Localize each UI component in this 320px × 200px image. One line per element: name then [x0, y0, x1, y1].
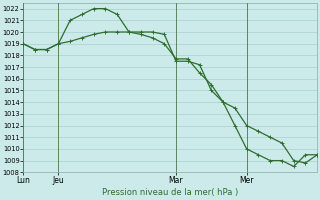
X-axis label: Pression niveau de la mer( hPa ): Pression niveau de la mer( hPa ) [102, 188, 238, 197]
